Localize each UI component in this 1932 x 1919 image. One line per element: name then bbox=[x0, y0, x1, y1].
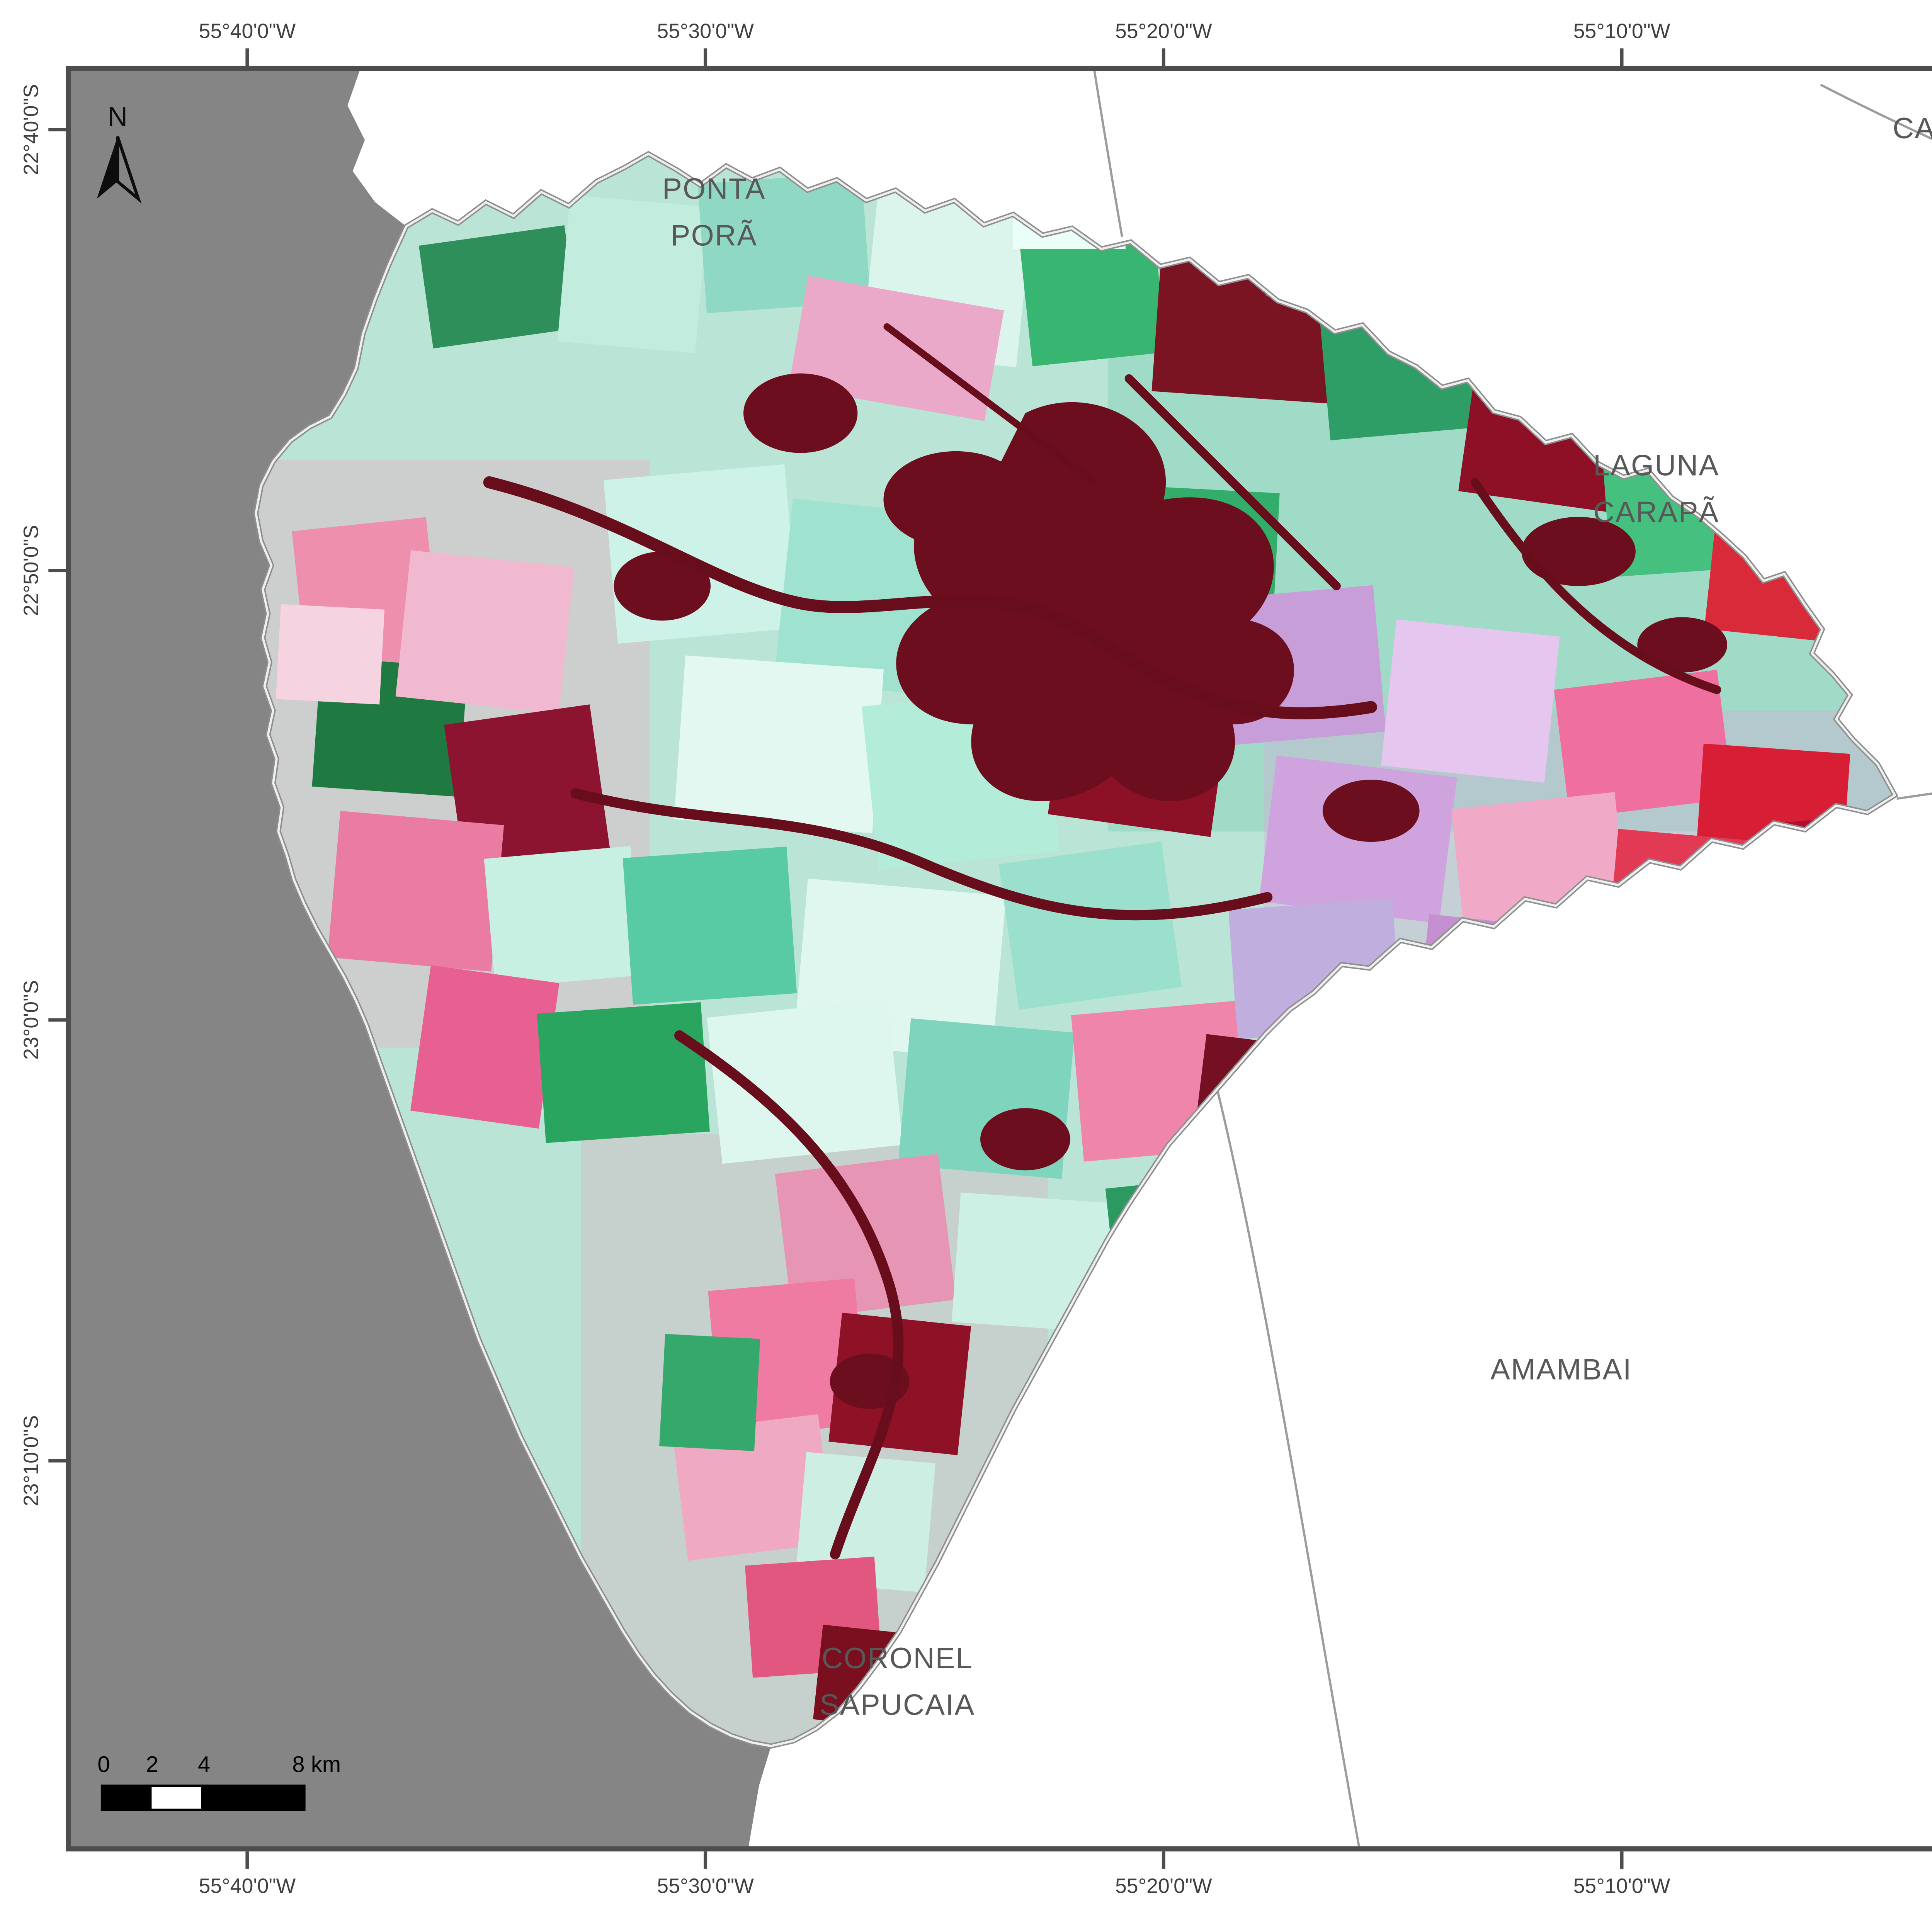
label-caarapo: CAARAPÓ bbox=[1893, 112, 1932, 145]
coord-left-3: 23°0'0"S bbox=[19, 980, 43, 1060]
coord-bottom-2: 55°30'0"W bbox=[657, 1874, 754, 1899]
coord-left-1: 22°40'0"S bbox=[19, 84, 43, 175]
map-viewport: N 0 2 4 8 km PONTA PORÃ CAARAPÓ bbox=[66, 66, 1932, 1852]
federal-territory-shape bbox=[71, 71, 771, 1846]
tick-bottom-4 bbox=[1620, 1851, 1624, 1869]
svg-text:N: N bbox=[107, 102, 128, 133]
coord-left-4: 23°10'0"S bbox=[19, 1415, 43, 1506]
coord-top-1: 55°40'0"W bbox=[199, 19, 296, 43]
tick-bottom-3 bbox=[1162, 1851, 1165, 1869]
coord-bottom-1: 55°40'0"W bbox=[199, 1874, 296, 1899]
satellite-mosaic-map: N 0 2 4 8 km bbox=[71, 71, 1932, 1846]
scale-label-4: 4 bbox=[198, 1752, 210, 1777]
tick-top-4 bbox=[1620, 48, 1624, 66]
coord-left-2: 22°50'0"S bbox=[19, 525, 43, 616]
coord-bottom-3: 55°20'0"W bbox=[1115, 1874, 1212, 1899]
scale-label-8km: 8 km bbox=[292, 1752, 341, 1777]
label-coronel-sapucaia: CORONEL SAPUCAIA bbox=[819, 1642, 975, 1722]
tick-bottom-1 bbox=[245, 1851, 249, 1869]
coord-top-2: 55°30'0"W bbox=[657, 19, 754, 43]
tick-top-2 bbox=[704, 48, 707, 66]
tick-left-4 bbox=[48, 1459, 66, 1463]
label-ponta-pora: PONTA PORÃ bbox=[662, 173, 766, 253]
tick-top-3 bbox=[1162, 48, 1165, 66]
coord-top-4: 55°10'0"W bbox=[1573, 19, 1670, 43]
tick-left-3 bbox=[48, 1018, 66, 1022]
scale-label-0: 0 bbox=[97, 1752, 110, 1777]
north-arrow-icon: N bbox=[97, 102, 142, 204]
tick-left-1 bbox=[48, 128, 66, 132]
scale-label-2: 2 bbox=[146, 1752, 158, 1777]
coord-top-3: 55°20'0"W bbox=[1115, 19, 1212, 43]
municipal-limit-inner-line bbox=[255, 152, 1896, 1747]
coord-bottom-4: 55°10'0"W bbox=[1573, 1874, 1670, 1899]
label-laguna-carapa: LAGUNA CARAPÃ bbox=[1593, 449, 1719, 529]
scale-bar: 0 2 4 8 km bbox=[97, 1752, 341, 1811]
label-amambai: AMAMBAI bbox=[1490, 1353, 1632, 1387]
tick-bottom-2 bbox=[704, 1851, 707, 1869]
tick-top-1 bbox=[245, 48, 249, 66]
tick-left-2 bbox=[48, 569, 66, 573]
neighbor-boundary-lines bbox=[1093, 71, 1932, 1846]
